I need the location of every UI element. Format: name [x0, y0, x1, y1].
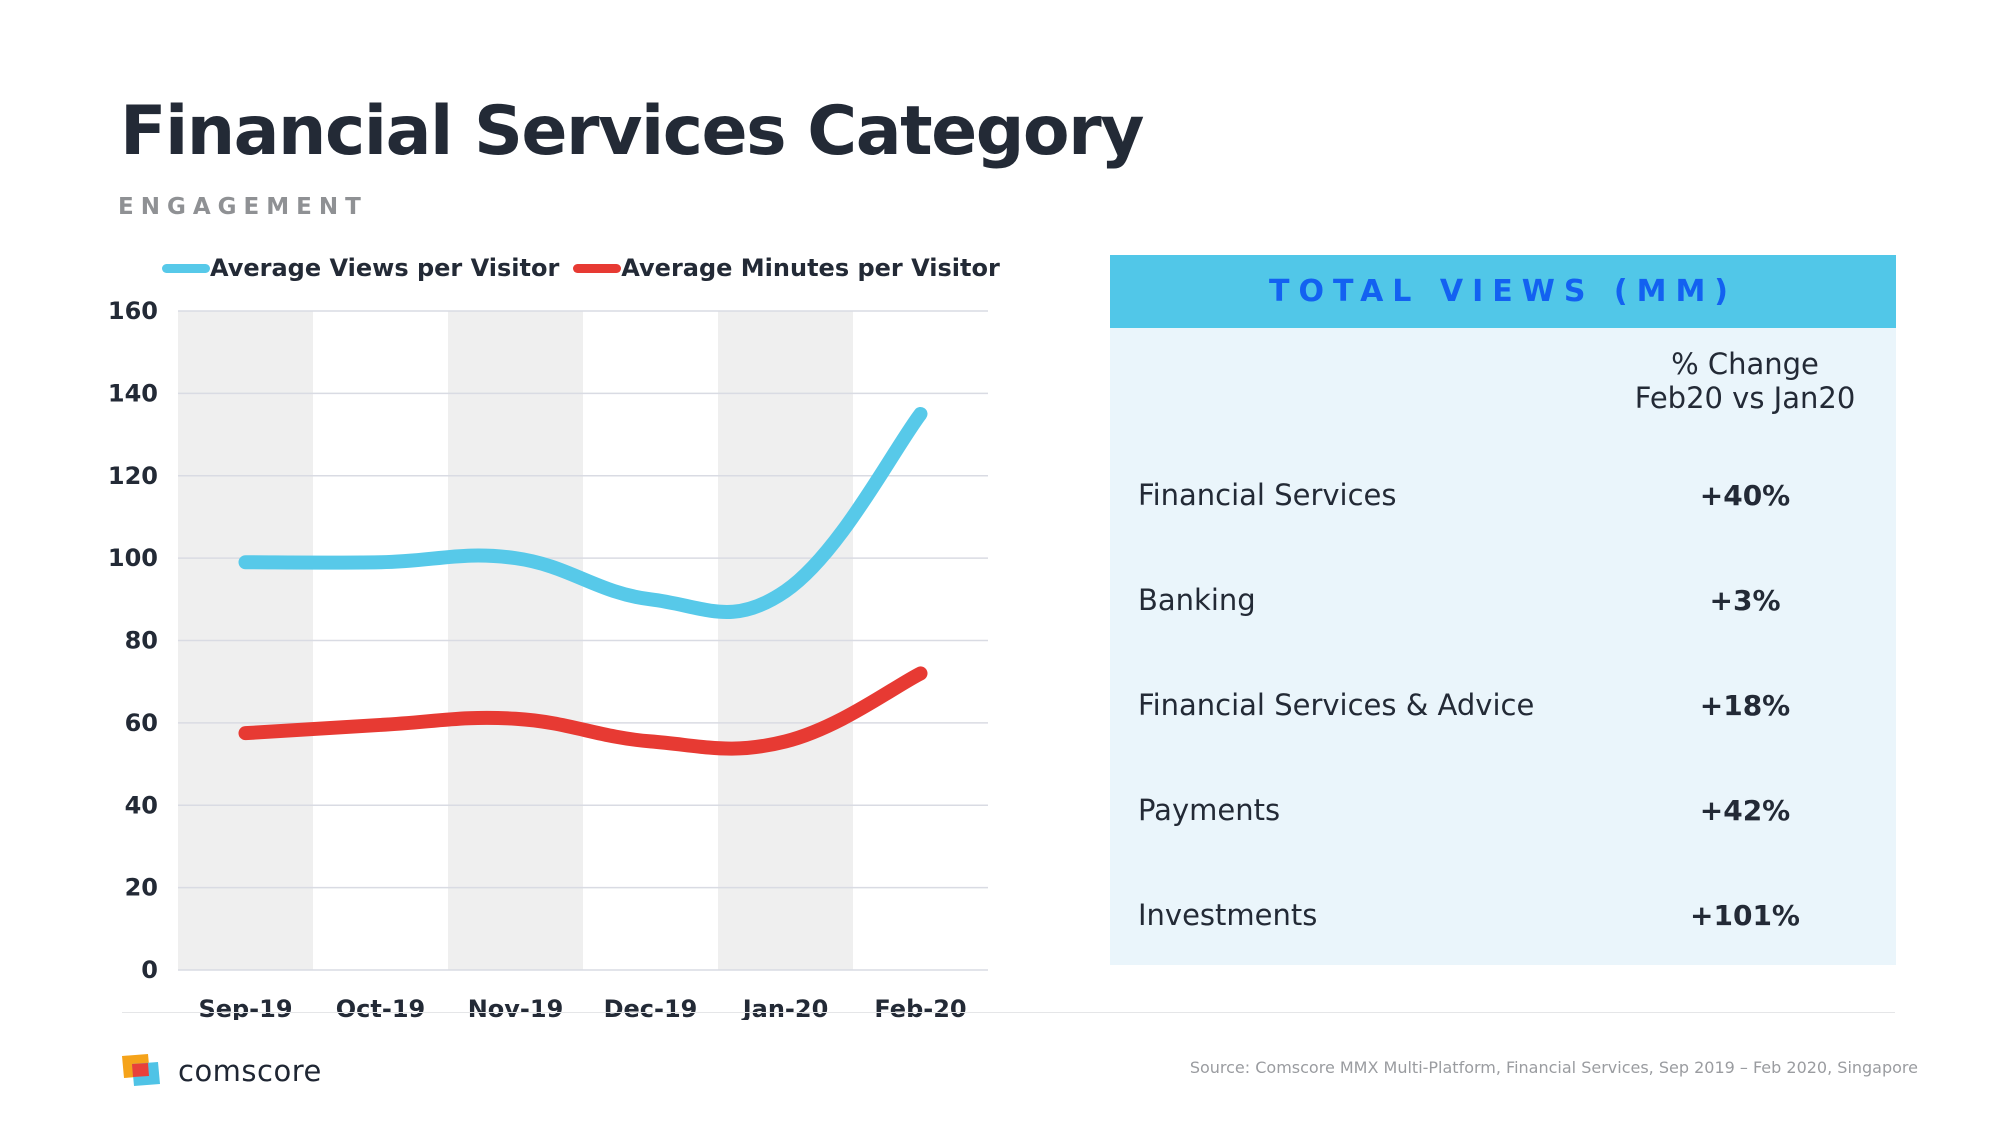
y-tick-label: 100: [108, 544, 158, 572]
table-row: Financial Services +40%: [1110, 470, 1896, 520]
comscore-logo-icon: [122, 1054, 160, 1086]
y-tick-label: 160: [108, 297, 158, 325]
x-tick-label: Jan-20: [741, 995, 829, 1020]
legend-label-views: Average Views per Visitor: [210, 254, 560, 282]
y-tick-label: 80: [125, 627, 158, 655]
row-value: +42%: [1699, 793, 1791, 827]
logo-text: comscore: [178, 1054, 322, 1088]
panel-header: TOTAL VIEWS (MM): [1110, 255, 1896, 328]
table-row: Banking +3%: [1110, 575, 1896, 625]
row-name: Banking: [1138, 583, 1256, 617]
y-tick-label: 0: [141, 956, 158, 984]
footer-divider: [122, 1012, 1895, 1013]
x-tick-label: Nov-19: [468, 995, 564, 1020]
page-subtitle: ENGAGEMENT: [118, 194, 368, 220]
x-tick-label: Sep-19: [198, 995, 292, 1020]
row-name: Payments: [1138, 793, 1281, 827]
table-row: Payments +42%: [1110, 785, 1896, 835]
row-value: +3%: [1709, 583, 1781, 617]
y-tick-label: 140: [108, 379, 158, 407]
column-header-line2: Feb20 vs Jan20: [1634, 381, 1856, 415]
legend-label-minutes: Average Minutes per Visitor: [621, 254, 1000, 282]
x-tick-label: Dec-19: [604, 995, 698, 1020]
series-line-minutes: [238, 666, 928, 756]
row-value: +40%: [1699, 478, 1791, 512]
legend-item-views: Average Views per Visitor: [162, 254, 559, 282]
legend-swatch-views: [162, 263, 210, 273]
table-row: Investments +101%: [1110, 890, 1896, 940]
y-tick-label: 20: [125, 874, 158, 902]
series-line-views: [238, 406, 928, 619]
legend-item-minutes: Average Minutes per Visitor: [573, 254, 1000, 282]
row-name: Financial Services: [1138, 478, 1397, 512]
column-header-line1: % Change: [1671, 347, 1819, 381]
row-name: Financial Services & Advice: [1138, 688, 1535, 722]
chart-legend: Average Views per Visitor Average Minute…: [162, 252, 1014, 284]
source-note: Source: Comscore MMX Multi-Platform, Fin…: [1189, 1058, 1918, 1077]
y-tick-label: 60: [125, 709, 158, 737]
x-tick-label: Feb-20: [874, 995, 966, 1020]
legend-swatch-minutes: [573, 263, 622, 273]
y-tick-label: 40: [125, 791, 158, 819]
row-value: +101%: [1690, 898, 1800, 932]
row-value: +18%: [1699, 688, 1791, 722]
column-header: % Change Feb20 vs Jan20: [1610, 347, 1880, 415]
page-title: Financial Services Category: [120, 92, 1144, 171]
panel-header-title: TOTAL VIEWS (MM): [1268, 274, 1738, 309]
table-row: Financial Services & Advice +18%: [1110, 680, 1896, 730]
row-name: Investments: [1138, 898, 1318, 932]
line-chart: 0 20 40 60 80 100 120 140 160 Sep-19 Oct-19 Nov-19 D…: [108, 297, 988, 1020]
comscore-logo: comscore: [122, 1054, 322, 1088]
total-views-panel: TOTAL VIEWS (MM) % Change Feb20 vs Jan20…: [1110, 255, 1896, 965]
x-tick-label: Oct-19: [336, 995, 425, 1020]
y-tick-label: 120: [108, 462, 158, 490]
